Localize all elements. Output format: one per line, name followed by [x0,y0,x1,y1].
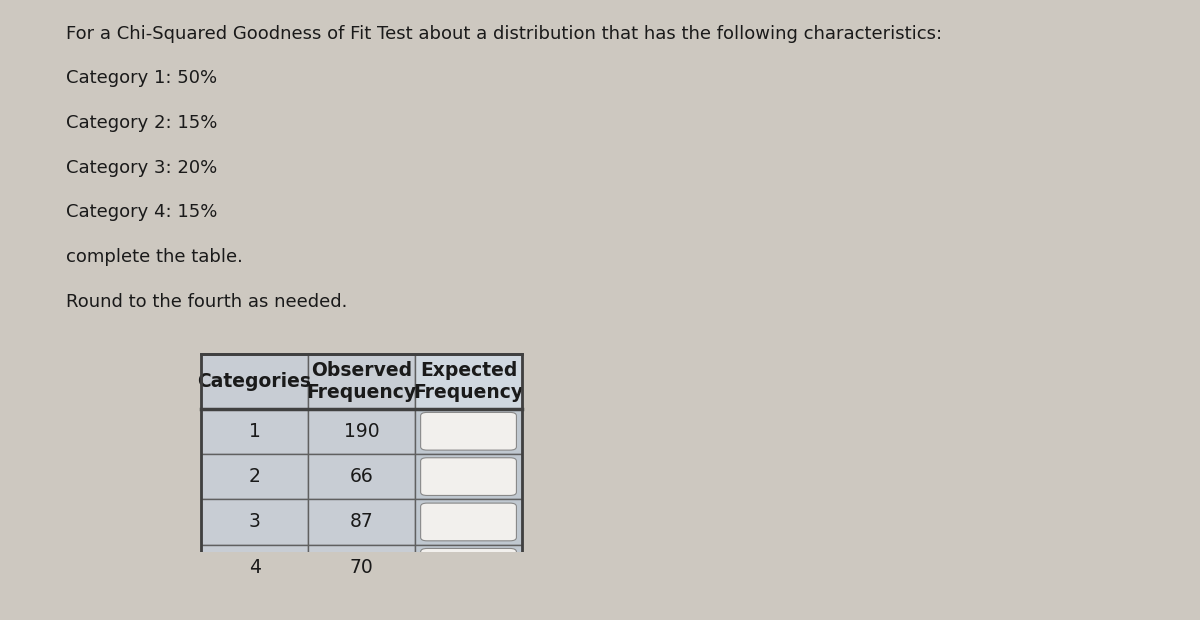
Bar [202,353,522,590]
Text: Categories: Categories [198,371,312,391]
Text: 66: 66 [349,467,373,486]
Bar [415,454,522,499]
Text: Expected: Expected [420,361,517,379]
Text: 3: 3 [248,513,260,531]
Text: 2: 2 [248,467,260,486]
Text: 87: 87 [349,513,373,531]
Text: complete the table.: complete the table. [66,248,242,266]
Text: 1: 1 [248,422,260,441]
Bar [308,454,415,499]
Bar [415,353,522,409]
Bar [202,353,308,409]
FancyBboxPatch shape [421,549,516,586]
Bar [308,544,415,590]
Text: Frequency: Frequency [306,383,416,402]
Bar [415,544,522,590]
Bar [415,499,522,544]
Bar [202,454,308,499]
Text: Category 1: 50%: Category 1: 50% [66,69,217,87]
Bar [308,499,415,544]
Text: For a Chi-Squared Goodness of Fit Test about a distribution that has the followi: For a Chi-Squared Goodness of Fit Test a… [66,25,942,43]
FancyBboxPatch shape [421,503,516,541]
Text: Observed: Observed [311,361,412,379]
Text: Category 4: 15%: Category 4: 15% [66,203,217,221]
Bar [202,544,308,590]
FancyBboxPatch shape [421,458,516,495]
Bar [202,409,308,454]
Bar [415,409,522,454]
FancyBboxPatch shape [421,412,516,450]
Text: Category 2: 15%: Category 2: 15% [66,114,217,132]
Text: 190: 190 [343,422,379,441]
Text: Category 3: 20%: Category 3: 20% [66,159,217,177]
Bar [202,499,308,544]
Text: Round to the fourth as needed.: Round to the fourth as needed. [66,293,347,311]
Text: 4: 4 [248,558,260,577]
Text: Frequency: Frequency [414,383,523,402]
Bar [308,409,415,454]
Text: 70: 70 [349,558,373,577]
Bar [308,353,415,409]
